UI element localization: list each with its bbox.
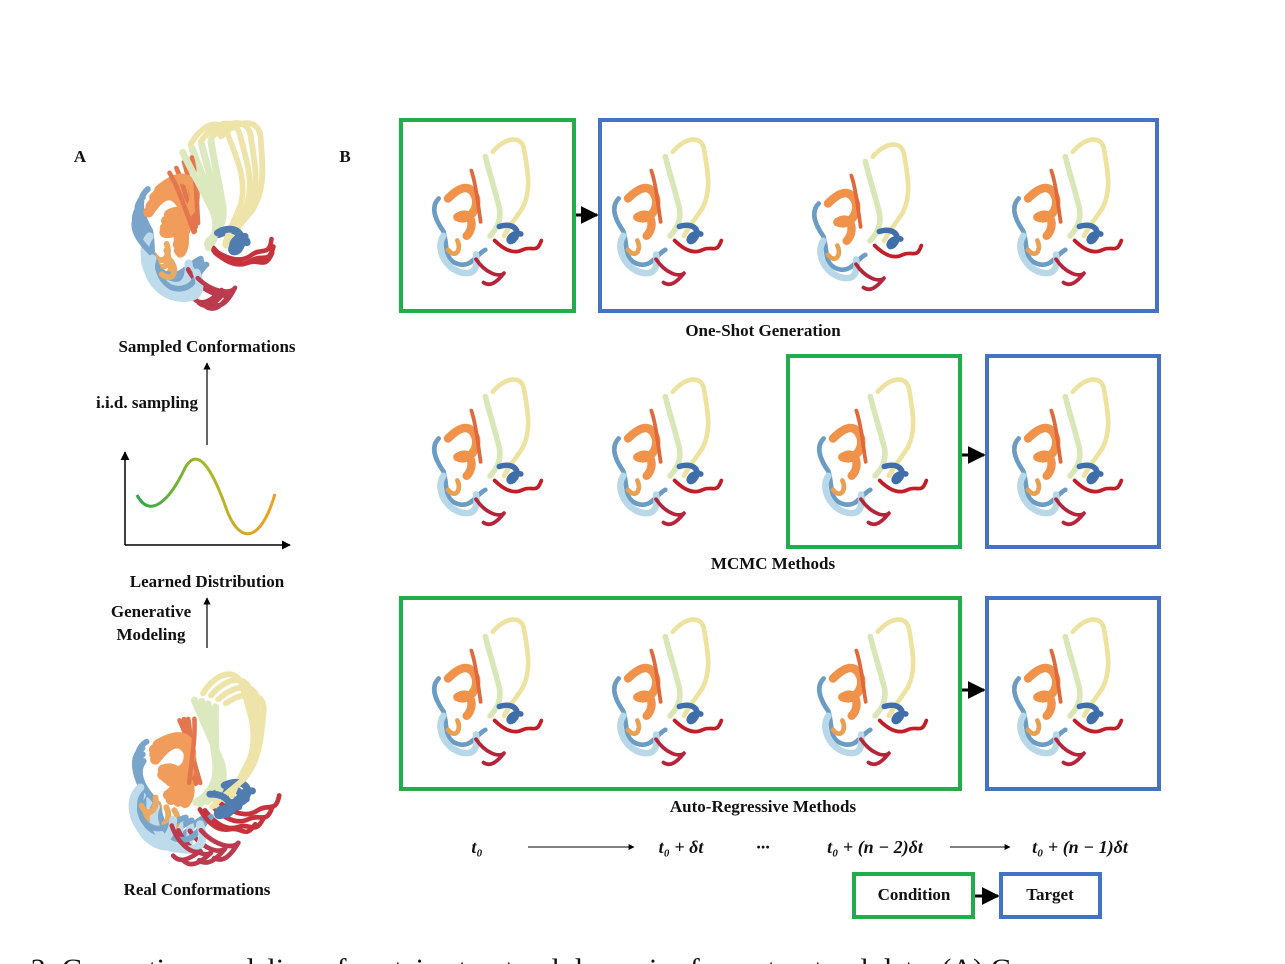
time-label: t₀ + δt: [659, 837, 705, 857]
time-label: ···: [756, 837, 770, 857]
condition-box: [786, 354, 962, 549]
sampled-label: Sampled Conformations: [118, 337, 295, 356]
learned-label: Learned Distribution: [130, 572, 285, 591]
real-ensemble: [114, 669, 287, 876]
time-label: t₀: [471, 837, 482, 857]
modeling-label: Modeling: [117, 625, 186, 644]
condition-box: [399, 118, 576, 313]
target-box: [598, 118, 1159, 313]
modeling-label: Generative: [111, 602, 192, 621]
protein: [434, 140, 1121, 290]
target-box: [985, 354, 1161, 549]
target-box: [985, 596, 1161, 791]
real-label: Real Conformations: [124, 880, 271, 899]
panel-label: B: [339, 147, 350, 166]
time-label: t₀ + (n − 1)δt: [1032, 837, 1129, 858]
time-label: t₀ + (n − 2)δt: [827, 837, 924, 858]
caption: re 2: Generative modeling of protein str…: [0, 953, 1012, 964]
legend-label: Condition: [878, 885, 951, 904]
sampled-ensemble: [117, 115, 283, 320]
protein: [434, 380, 1121, 525]
row-title: One-Shot Generation: [685, 321, 841, 340]
distribution-plot: [120, 451, 291, 550]
row-title: Auto-Regressive Methods: [670, 797, 857, 816]
sampling-label: i.i.d. sampling: [96, 393, 199, 412]
row-title: MCMC Methods: [711, 554, 836, 573]
legend-target: [999, 872, 1102, 919]
legend-condition: [852, 872, 975, 919]
condition-box: [399, 596, 962, 791]
legend-label: Target: [1026, 885, 1074, 904]
protein: [434, 620, 1121, 765]
panel-label: A: [74, 147, 87, 166]
